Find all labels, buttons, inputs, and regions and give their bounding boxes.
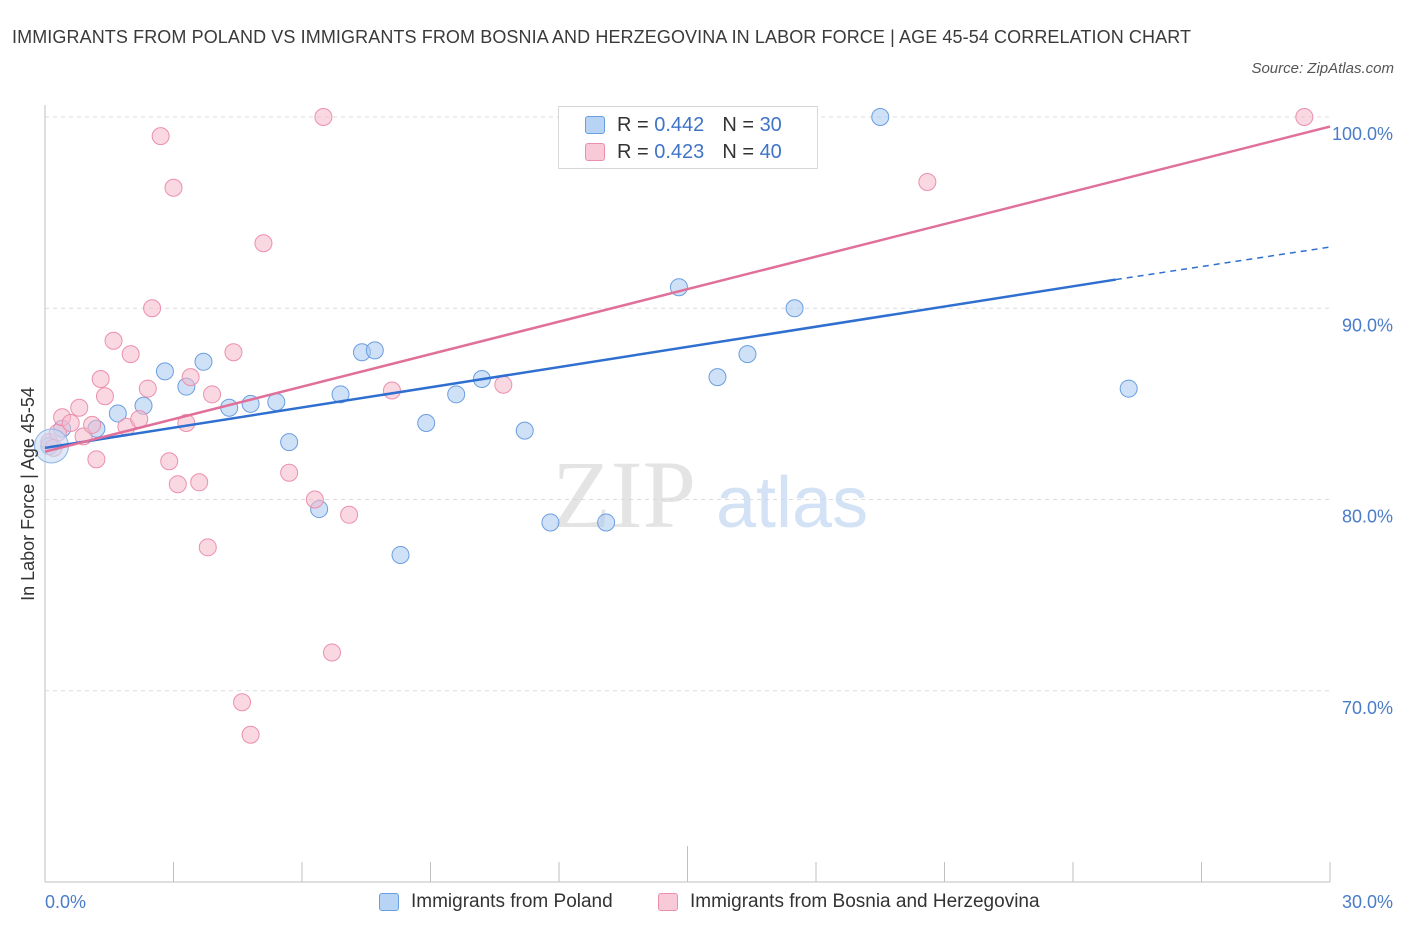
data-point-poland [447, 385, 466, 404]
n-value: 40 [759, 140, 782, 163]
data-point-poland [417, 414, 436, 432]
data-point-bosnia [168, 475, 187, 494]
data-point-bosnia [95, 387, 114, 406]
y-axis-title: In Labor Force | Age 45-54 [18, 387, 38, 601]
data-point-poland [391, 545, 410, 564]
poland-swatch [585, 116, 605, 134]
y-tick-label: 80.0% [1342, 507, 1393, 527]
data-point-bosnia [121, 345, 140, 364]
trend-line-poland-extension [1115, 246, 1331, 281]
data-point-bosnia [224, 343, 243, 362]
data-point-poland [597, 513, 616, 532]
data-point-poland [1119, 379, 1138, 398]
data-point-poland [871, 108, 890, 126]
data-point-poland [708, 368, 727, 387]
data-point-poland [331, 385, 350, 404]
data-point-bosnia [322, 643, 341, 662]
data-point-bosnia [280, 463, 299, 482]
data-point-bosnia [340, 505, 359, 524]
data-point-bosnia [138, 379, 157, 398]
bosnia-swatch [585, 143, 605, 161]
n-label: N = [722, 140, 754, 163]
data-point-poland [541, 513, 560, 532]
data-point-poland [280, 433, 299, 452]
data-point-poland [785, 299, 804, 318]
legend-item-poland[interactable]: Immigrants from Poland [379, 889, 613, 915]
data-point-poland [365, 341, 384, 360]
data-point-bosnia [382, 381, 401, 400]
data-point-bosnia [91, 370, 110, 389]
data-point-bosnia [241, 725, 260, 744]
trend-line-poland [44, 278, 1117, 450]
data-point-bosnia [151, 127, 170, 146]
data-point-poland [515, 421, 534, 440]
y-tick-label: 90.0% [1342, 315, 1393, 335]
legend-label-poland: Immigrants from Poland [411, 891, 613, 912]
data-point-bosnia [198, 538, 217, 557]
data-point-bosnia [83, 415, 102, 434]
data-point-bosnia [87, 450, 106, 469]
data-point-bosnia [233, 693, 252, 712]
watermark-atlas: atlas [716, 463, 868, 543]
data-point-bosnia [160, 452, 179, 471]
data-point-bosnia [918, 173, 937, 192]
watermark: ZIP atlas [552, 441, 868, 548]
data-point-bosnia [254, 234, 273, 253]
legend-item-bosnia[interactable]: Immigrants from Bosnia and Herzegovina [658, 889, 1040, 915]
data-point-bosnia [1295, 108, 1314, 126]
legend-label-bosnia: Immigrants from Bosnia and Herzegovina [690, 891, 1040, 912]
poland-legend-swatch [379, 893, 399, 911]
axes: 100.0% 90.0% 80.0% 70.0% 0.0% 30.0% [44, 105, 1393, 912]
r-value: 0.423 [654, 140, 705, 163]
y-tick-label: 100.0% [1332, 124, 1393, 144]
data-point-bosnia [494, 375, 513, 394]
n-label: N = [722, 113, 754, 136]
y-tick-label: 70.0% [1342, 698, 1393, 718]
data-point-bosnia [70, 398, 89, 417]
data-point-poland [267, 392, 286, 411]
chart-title: IMMIGRANTS FROM POLAND VS IMMIGRANTS FRO… [12, 27, 1192, 47]
data-point-bosnia [190, 473, 209, 492]
data-point-bosnia [104, 331, 123, 350]
data-point-bosnia [143, 299, 162, 318]
data-point-bosnia [305, 490, 324, 509]
stats-legend-row-bosnia: R = 0.423 N = 40 [585, 139, 782, 165]
stats-legend: R = 0.442 N = 30 R = 0.423 N = 40 [558, 106, 818, 169]
data-point-bosnia [181, 368, 200, 387]
data-point-bosnia [61, 414, 80, 432]
data-point-poland [738, 345, 757, 364]
data-point-bosnia [164, 178, 183, 197]
trend-lines [44, 125, 1331, 453]
data-point-bosnia [314, 108, 333, 126]
watermark-zip: ZIP [552, 441, 696, 548]
data-point-bosnia [203, 385, 222, 404]
x-tick-label: 0.0% [45, 892, 86, 912]
r-value: 0.442 [654, 113, 705, 136]
bosnia-legend-swatch [658, 893, 678, 911]
data-points [33, 108, 1314, 744]
r-label: R = [617, 113, 649, 136]
data-point-poland [194, 352, 213, 371]
n-value: 30 [759, 113, 782, 136]
r-label: R = [617, 140, 649, 163]
x-tick-label: 30.0% [1342, 892, 1393, 912]
source-credit: Source: ZipAtlas.com [1251, 60, 1394, 77]
trend-line-bosnia [44, 125, 1331, 453]
data-point-poland [108, 404, 127, 423]
data-point-poland [155, 362, 174, 381]
stats-legend-row-poland: R = 0.442 N = 30 [585, 112, 782, 138]
